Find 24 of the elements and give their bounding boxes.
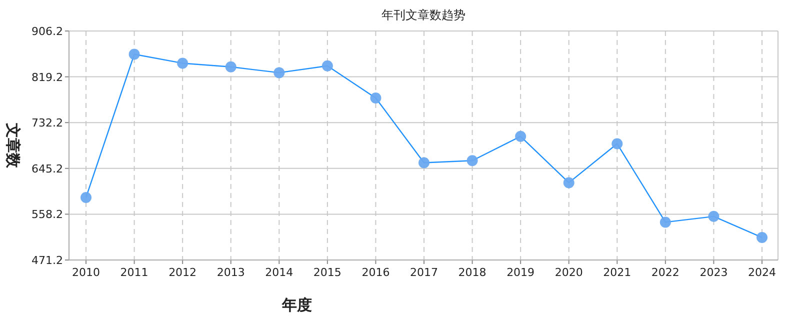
y-tick-label: 819.2 [32, 70, 63, 84]
y-tick-label: 471.2 [32, 254, 63, 267]
x-tick-label: 2018 [458, 266, 486, 279]
x-tick-label: 2020 [554, 266, 583, 279]
x-tick-label: 2016 [362, 266, 390, 279]
x-tick-label: 2023 [700, 266, 728, 279]
x-tick-label: 2017 [410, 266, 438, 279]
y-axis-title: 文章数 [4, 122, 22, 169]
y-tick-label: 732.2 [32, 116, 63, 130]
x-tick-label: 2022 [651, 266, 680, 279]
x-tick-label: 2014 [265, 266, 294, 279]
x-tick-label: 2010 [72, 266, 100, 279]
x-tick-label: 2024 [748, 266, 776, 279]
x-tick-label: 2012 [168, 266, 197, 279]
chart-title: 年刊文章数趋势 [382, 8, 466, 22]
x-axis-title: 年度 [281, 296, 312, 314]
y-tick-label: 645.2 [32, 162, 63, 176]
y-tick-label: 906.2 [32, 25, 63, 38]
x-tick-label: 2021 [603, 266, 632, 279]
x-tick-label: 2013 [216, 266, 245, 279]
x-tick-label: 2011 [120, 266, 148, 279]
x-tick-label: 2015 [313, 266, 342, 279]
y-tick-label: 558.2 [32, 208, 63, 222]
x-tick-label: 2019 [506, 266, 535, 279]
